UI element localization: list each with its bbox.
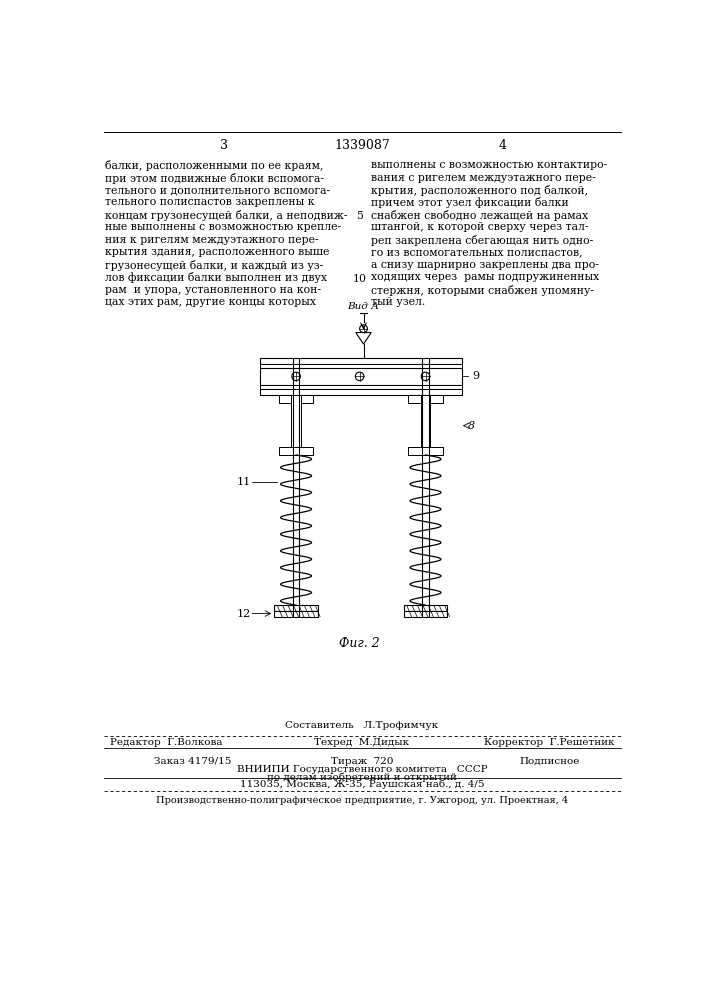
Text: Редактор  Г.Волкова: Редактор Г.Волкова	[110, 738, 222, 747]
Bar	[404, 611, 448, 617]
Text: лов фиксации балки выполнен из двух: лов фиксации балки выполнен из двух	[105, 272, 327, 283]
Text: 1339087: 1339087	[334, 139, 390, 152]
Text: ВНИИПИ Государственного комитета   СССР: ВНИИПИ Государственного комитета СССР	[237, 765, 487, 774]
Bar	[260, 364, 462, 368]
Text: 8: 8	[468, 421, 475, 431]
Text: крытия здания, расположенного выше: крытия здания, расположенного выше	[105, 247, 329, 257]
Bar	[421, 395, 430, 455]
Text: Подписное: Подписное	[520, 757, 580, 766]
Text: балки, расположенными по ее краям,: балки, расположенными по ее краям,	[105, 160, 324, 171]
Text: Производственно-полиграфическое предприятие, г. Ужгород, ул. Проектная, 4: Производственно-полиграфическое предприя…	[156, 796, 568, 805]
Text: выполнены с возможностью контактиро-: выполнены с возможностью контактиро-	[371, 160, 607, 170]
Text: стержня, которыми снабжен упомяну-: стержня, которыми снабжен упомяну-	[371, 285, 595, 296]
Text: 11: 11	[237, 477, 251, 487]
Text: 10: 10	[353, 274, 367, 284]
Bar	[274, 611, 317, 617]
Bar	[279, 395, 313, 403]
Text: Тираж  720: Тираж 720	[331, 757, 393, 766]
Bar	[260, 389, 462, 395]
Text: 5: 5	[356, 211, 363, 221]
Text: Составитель   Л.Трофимчук: Составитель Л.Трофимчук	[286, 721, 438, 730]
Bar	[279, 447, 313, 455]
Text: ные выполнены с возможностью крепле-: ные выполнены с возможностью крепле-	[105, 222, 341, 232]
Text: штангой, к которой сверху через тал-: штангой, к которой сверху через тал-	[371, 222, 589, 232]
Text: цах этих рам, другие концы которых: цах этих рам, другие концы которых	[105, 297, 317, 307]
Text: тельного и дополнительного вспомога-: тельного и дополнительного вспомога-	[105, 185, 331, 195]
Bar	[260, 368, 462, 385]
Bar	[274, 605, 317, 611]
Text: при этом подвижные блоки вспомога-: при этом подвижные блоки вспомога-	[105, 173, 325, 184]
Bar	[260, 385, 462, 389]
Text: 3: 3	[220, 139, 228, 152]
Text: Фиг. 2: Фиг. 2	[339, 637, 380, 650]
Text: Техред  М.Дидык: Техред М.Дидык	[315, 738, 409, 747]
Text: 4: 4	[499, 139, 507, 152]
Text: го из вспомогательных полиспастов,: го из вспомогательных полиспастов,	[371, 247, 583, 257]
Text: тый узел.: тый узел.	[371, 297, 426, 307]
Text: ходящих через  рамы подпружиненных: ходящих через рамы подпружиненных	[371, 272, 600, 282]
Text: а снизу шарнирно закреплены два про-: а снизу шарнирно закреплены два про-	[371, 260, 599, 270]
Bar	[409, 447, 443, 455]
Bar	[260, 358, 462, 364]
Text: 9: 9	[472, 371, 479, 381]
Text: 113035, Москва, Ж-35, Раушская наб., д. 4/5: 113035, Москва, Ж-35, Раушская наб., д. …	[240, 780, 484, 789]
Text: концам грузонесущей балки, а неподвиж-: концам грузонесущей балки, а неподвиж-	[105, 210, 348, 221]
Text: причем этот узел фиксации балки: причем этот узел фиксации балки	[371, 197, 569, 208]
Text: Корректор  Г.Решетник: Корректор Г.Решетник	[484, 738, 615, 747]
Text: грузонесущей балки, и каждый из уз-: грузонесущей балки, и каждый из уз-	[105, 260, 324, 271]
Text: ния к ригелям междуэтажного пере-: ния к ригелям междуэтажного пере-	[105, 235, 319, 245]
Text: Заказ 4179/15: Заказ 4179/15	[154, 757, 232, 766]
Text: реп закреплена сбегающая нить одно-: реп закреплена сбегающая нить одно-	[371, 235, 593, 246]
Text: вания с ригелем междуэтажного пере-: вания с ригелем междуэтажного пере-	[371, 173, 596, 183]
Bar	[409, 395, 443, 403]
Text: по делам изобретений и открытий: по делам изобретений и открытий	[267, 772, 457, 782]
Text: крытия, расположенного под балкой,: крытия, расположенного под балкой,	[371, 185, 588, 196]
Bar	[404, 605, 448, 611]
Text: снабжен свободно лежащей на рамах: снабжен свободно лежащей на рамах	[371, 210, 588, 221]
Text: тельного полиспастов закреплены к: тельного полиспастов закреплены к	[105, 197, 315, 207]
Text: 12: 12	[237, 609, 251, 619]
Text: Вид А: Вид А	[348, 302, 380, 311]
Text: рам  и упора, установленного на кон-: рам и упора, установленного на кон-	[105, 285, 322, 295]
Bar	[291, 395, 300, 455]
